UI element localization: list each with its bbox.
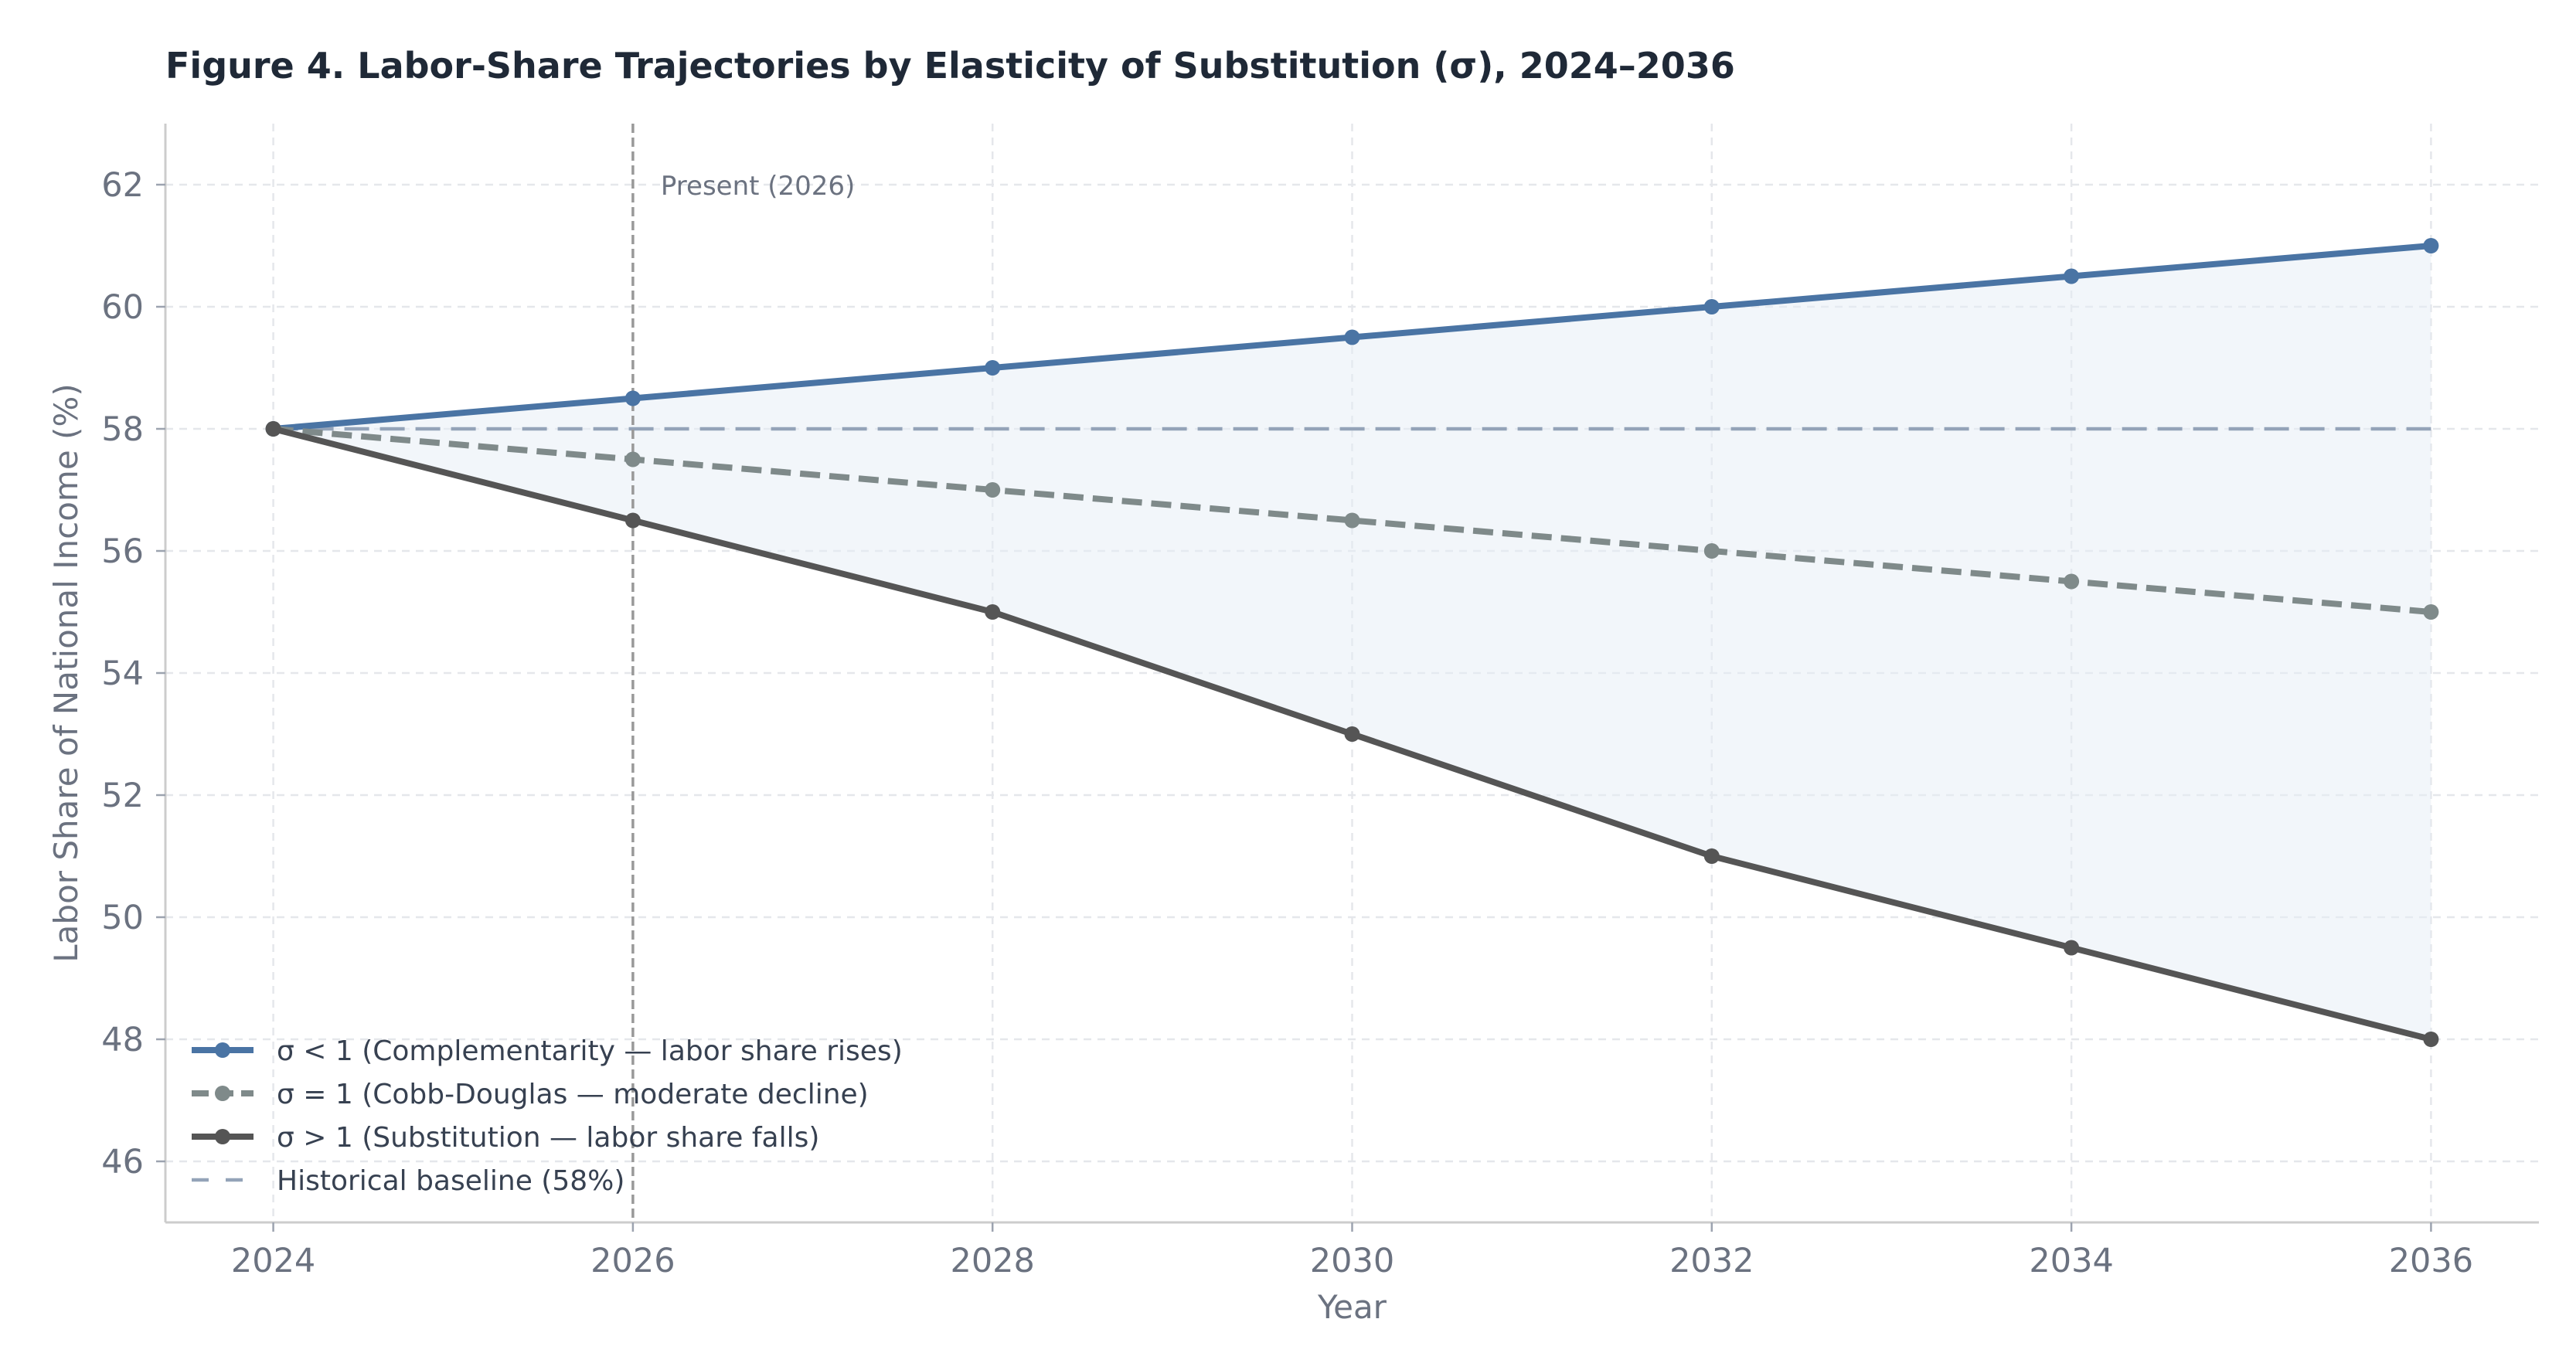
y-tick-label: 62 [101, 166, 144, 205]
x-tick-label: 2036 [2389, 1242, 2473, 1280]
x-axis-label: Year [1317, 1288, 1387, 1326]
data-point-cobb [1344, 512, 1360, 529]
y-tick-label: 50 [101, 899, 144, 937]
legend-marker-subst [215, 1129, 230, 1144]
data-point-complement [1344, 329, 1360, 345]
y-tick-label: 56 [101, 532, 144, 571]
present-annotation: Present (2026) [661, 171, 855, 202]
x-tick-label: 2030 [1310, 1242, 1394, 1280]
data-point-complement [985, 360, 1001, 376]
data-point-complement [1703, 299, 1720, 314]
data-point-cobb [2423, 604, 2439, 620]
data-point-cobb [624, 451, 641, 467]
tick-labels: 2024 2026 2028 2030 2032 2034 2036 46 48 50 52 54 56… [101, 166, 2473, 1280]
y-axis-label: Labor Share of National Income (%) [47, 383, 85, 962]
data-point-cobb [1703, 543, 1720, 559]
legend-marker-complement [215, 1042, 230, 1058]
y-tick-label: 54 [101, 654, 144, 693]
y-tick-label: 48 [101, 1021, 144, 1059]
shaded-band [273, 246, 2431, 1039]
y-tick-label: 46 [101, 1143, 144, 1181]
data-point-subst [2064, 940, 2080, 956]
y-tick-label: 60 [101, 288, 144, 327]
legend-label-cobb: σ = 1 (Cobb-Douglas — moderate decline) [277, 1079, 869, 1110]
x-tick-label: 2024 [231, 1242, 315, 1280]
data-point-complement [624, 390, 641, 406]
x-tick-label: 2032 [1669, 1242, 1754, 1280]
legend-marker-cobb [215, 1086, 230, 1101]
data-point-subst [985, 604, 1001, 620]
y-tick-label: 58 [101, 410, 144, 449]
chart-title: Figure 4. Labor-Share Trajectories by El… [165, 45, 1735, 87]
data-point-cobb [985, 482, 1001, 498]
legend-label-complement: σ < 1 (Complementarity — labor share ris… [277, 1035, 903, 1067]
x-tick-label: 2026 [590, 1242, 675, 1280]
y-tick-label: 52 [101, 777, 144, 815]
legend-label-subst: σ > 1 (Substitution — labor share falls) [277, 1122, 819, 1154]
axis-labels: Year Labor Share of National Income (%) … [47, 171, 1387, 1326]
legend: σ < 1 (Complementarity — labor share ris… [192, 1035, 903, 1197]
x-tick-label: 2028 [950, 1242, 1034, 1280]
data-point-complement [2423, 238, 2439, 253]
series-layer [265, 238, 2439, 1047]
data-point-cobb [2064, 573, 2080, 590]
data-point-subst [265, 421, 281, 437]
data-point-subst [1344, 726, 1360, 742]
data-point-subst [2423, 1032, 2439, 1047]
legend-label-baseline: Historical baseline (58%) [277, 1165, 624, 1197]
data-point-subst [624, 512, 641, 529]
data-point-subst [1703, 848, 1720, 864]
x-tick-label: 2034 [2029, 1242, 2113, 1280]
spread-band [273, 246, 2431, 1039]
data-point-complement [2064, 268, 2080, 284]
